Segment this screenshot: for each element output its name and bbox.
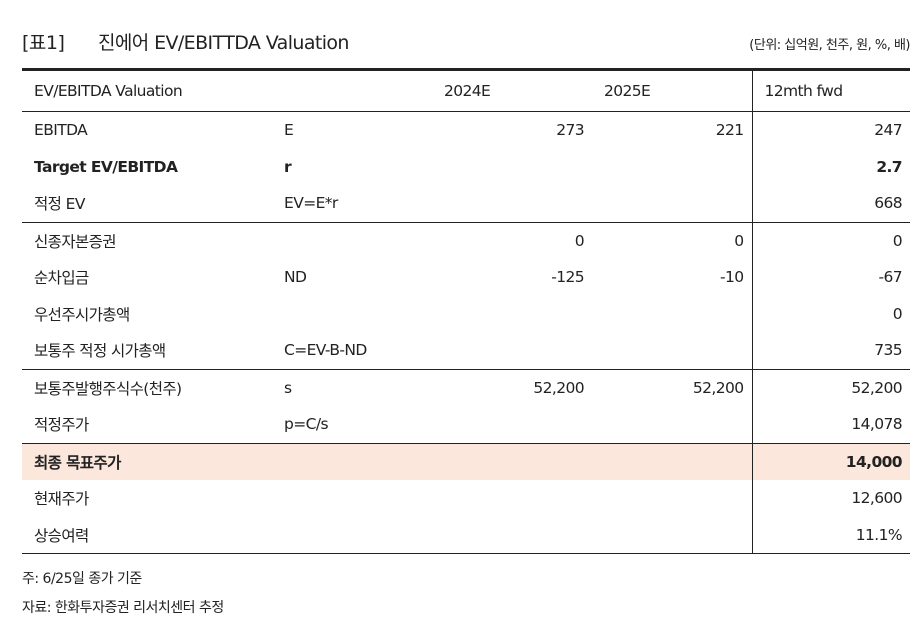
cell-label: 적정 EV [34, 195, 85, 214]
table-body: EBITDA E 273 221 247 Target EV/EBITDA r 2.7 적정 E… [22, 111, 910, 554]
table-row: 우선주시가총액 0 [22, 295, 910, 333]
cell-2024e [432, 332, 592, 369]
cell-formula: p=C/s [284, 415, 329, 434]
cell-2024e [432, 480, 592, 517]
cell-2024e [432, 406, 592, 443]
cell-formula [272, 516, 432, 554]
cell-formula: EV=E*r [284, 194, 338, 213]
cell-12mth-fwd: 0 [751, 221, 910, 259]
cell-label: Target EV/EBITDA [34, 157, 178, 176]
cell-2025e: -10 [719, 268, 744, 287]
unit-note: (단위: 십억원, 천주, 원, %, 배) [749, 38, 910, 53]
cell-12mth-fwd: 52,200 [751, 368, 910, 406]
table-row: 최종 목표주가 14,000 [22, 442, 910, 480]
cell-2025e: 221 [715, 121, 744, 140]
cell-formula: s [272, 368, 432, 406]
cell-2024e: 0 [432, 221, 592, 259]
cell-2024e [432, 516, 592, 554]
cell-12mth-fwd: -67 [751, 259, 910, 296]
cell-label: 적정주가 [34, 416, 89, 435]
cell-2024e [432, 296, 592, 333]
cell-12mth-fwd: 11.1% [751, 516, 910, 554]
cell-label: 보통주 적정 시가총액 [34, 342, 166, 361]
cell-label: 보통주발행주식수(천주) [22, 368, 272, 406]
cell-2025e: 52,200 [592, 368, 752, 406]
table-row: 신종자본증권 0 0 0 [22, 221, 910, 259]
cell-12mth-fwd: 2.7 [751, 148, 910, 185]
cell-2025e: 0 [592, 221, 752, 259]
header-label: EV/EBITDA Valuation [22, 68, 272, 112]
table-row: 적정 EV EV=E*r 668 [22, 185, 910, 222]
table-header-row: EV/EBITDA Valuation 2024E 2025E 12mth fw… [22, 68, 910, 112]
valuation-table: EV/EBITDA Valuation 2024E 2025E 12mth fw… [22, 68, 910, 554]
cell-formula [272, 480, 432, 517]
cell-label: 현재주가 [34, 490, 89, 509]
cell-2024e [432, 185, 592, 222]
table-row: 순차입금 ND -125 -10 -67 [22, 259, 910, 296]
cell-2025e [592, 149, 752, 186]
cell-12mth-fwd: 0 [751, 295, 910, 332]
footnote: 주: 6/25일 종가 기준 [22, 571, 142, 587]
cell-12mth-fwd: 247 [751, 111, 910, 149]
table-row: Target EV/EBITDA r 2.7 [22, 148, 910, 186]
header-formula [272, 68, 432, 112]
table-row: 상승여력 11.1% [22, 516, 910, 554]
table-row: 보통주 적정 시가총액 C=EV-B-ND 735 [22, 332, 910, 369]
cell-12mth-fwd: 12,600 [751, 480, 910, 517]
table-title-bar: [표1] 진에어 EV/EBITTDA Valuation (단위: 십억원, … [22, 28, 910, 58]
cell-2025e [592, 516, 752, 554]
cell-formula: r [284, 157, 292, 176]
cell-2025e [592, 296, 752, 333]
cell-label: 최종 목표주가 [22, 442, 272, 480]
cell-2024e: -125 [551, 268, 584, 287]
cell-12mth-fwd: 668 [751, 185, 910, 222]
header-2025e: 2025E [592, 68, 752, 112]
cell-formula: ND [284, 268, 307, 287]
cell-formula: E [284, 121, 294, 140]
cell-2025e [592, 185, 752, 222]
cell-label: 우선주시가총액 [34, 305, 130, 324]
table-row: 현재주가 12,600 [22, 480, 910, 517]
table-title: 진에어 EV/EBITTDA Valuation [98, 32, 349, 54]
cell-label: 신종자본증권 [22, 221, 272, 259]
cell-label: 상승여력 [22, 516, 272, 554]
cell-2024e [432, 149, 592, 186]
cell-label: EBITDA [34, 121, 88, 140]
table-row: 보통주발행주식수(천주) s 52,200 52,200 52,200 [22, 368, 910, 406]
cell-label: 순차입금 [34, 269, 89, 288]
cell-2025e [592, 406, 752, 443]
cell-2025e [592, 480, 752, 517]
cell-2024e [432, 442, 592, 480]
cell-12mth-fwd: 14,078 [751, 406, 910, 443]
cell-12mth-fwd: 735 [751, 332, 910, 369]
cell-formula [272, 221, 432, 259]
table-row: EBITDA E 273 221 247 [22, 111, 910, 149]
cell-2025e [592, 332, 752, 369]
cell-2024e: 52,200 [432, 368, 592, 406]
header-12mth-fwd: 12mth fwd [751, 68, 910, 112]
cell-12mth-fwd: 14,000 [751, 442, 910, 480]
cell-formula [272, 442, 432, 480]
cell-formula [272, 296, 432, 333]
table-row: 적정주가 p=C/s 14,078 [22, 406, 910, 443]
table-number: [표1] [22, 32, 65, 54]
header-2024e: 2024E [432, 68, 592, 112]
cell-formula: C=EV-B-ND [284, 341, 367, 360]
cell-2025e [592, 442, 752, 480]
source-note: 자료: 한화투자증권 리서치센터 추정 [22, 600, 224, 616]
cell-2024e: 273 [556, 121, 584, 140]
